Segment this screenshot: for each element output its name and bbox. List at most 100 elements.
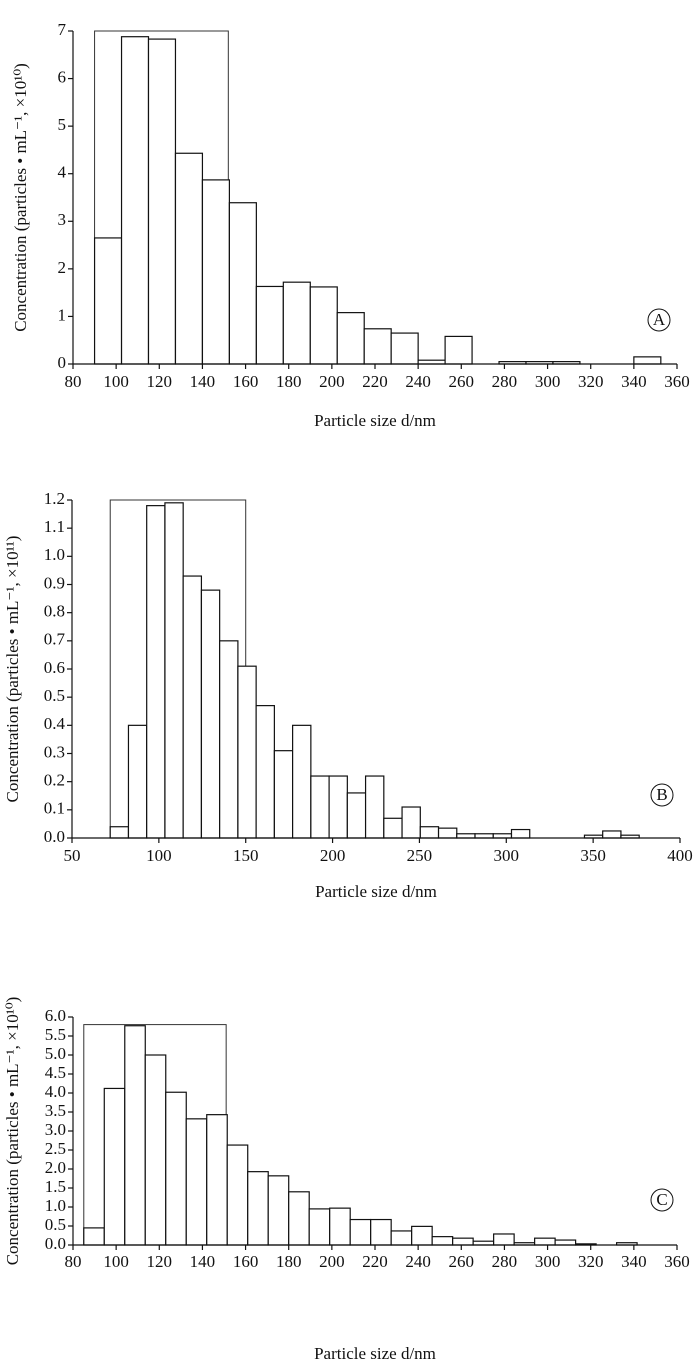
x-tick-label: 180 <box>276 1252 302 1271</box>
bar <box>206 1114 228 1246</box>
x-tick-label: 180 <box>276 372 302 391</box>
bar <box>109 826 130 839</box>
y-axis-label: Concentration (particles • mL⁻¹, ×10¹¹) <box>3 536 22 803</box>
bar <box>164 502 184 839</box>
bar <box>182 575 203 839</box>
y-tick-label: 0.0 <box>44 827 65 846</box>
chart-panel: 80 100 120 140 160 180 200 220 240 260 280 300 320 34… <box>11 20 690 430</box>
y-tick-label: 0.7 <box>44 630 66 649</box>
y-tick-label: 0.8 <box>44 602 65 621</box>
bar <box>328 775 348 839</box>
bar <box>185 1118 208 1246</box>
x-tick-label: 140 <box>190 1252 216 1271</box>
x-axis-label: Particle size d/nm <box>315 882 437 901</box>
y-tick-label: 1.0 <box>45 1196 66 1215</box>
x-tick-label: 220 <box>362 1252 388 1271</box>
panel-label: A <box>653 310 666 329</box>
y-tick-label: 1.0 <box>44 545 65 564</box>
bar <box>493 1233 515 1246</box>
y-tick-label: 0.2 <box>44 771 65 790</box>
y-tick-label: 3 <box>58 210 67 229</box>
panel-badge <box>650 783 674 807</box>
x-tick-label: 360 <box>664 372 690 391</box>
x-tick-label: 240 <box>405 372 431 391</box>
bar <box>282 281 311 365</box>
x-tick-label: 200 <box>319 1252 345 1271</box>
bar <box>390 332 419 365</box>
x-tick-label: 240 <box>405 1252 431 1271</box>
x-tick-label: 250 <box>407 846 433 865</box>
bar <box>127 724 148 839</box>
x-tick-label: 260 <box>449 1252 475 1271</box>
bar <box>267 1175 290 1246</box>
bar <box>411 1225 433 1246</box>
bar <box>310 775 330 839</box>
bar <box>370 1218 392 1246</box>
x-tick-label: 340 <box>621 1252 647 1271</box>
bar <box>103 1087 126 1246</box>
x-tick-label: 100 <box>103 372 129 391</box>
bar <box>201 179 230 365</box>
bar <box>255 705 275 839</box>
y-tick-label: 2.5 <box>45 1139 66 1158</box>
bar <box>174 152 204 365</box>
y-tick-label: 0.0 <box>45 1234 66 1253</box>
y-axis-label: Concentration (particles • mL⁻¹, ×10¹⁰) <box>3 997 22 1266</box>
y-tick-label: 6 <box>58 67 67 86</box>
bar <box>273 750 294 839</box>
x-tick-label: 280 <box>492 1252 518 1271</box>
x-tick-label: 160 <box>233 1252 259 1271</box>
x-tick-label: 150 <box>233 846 259 865</box>
bar <box>146 505 166 839</box>
panel-label: C <box>656 1190 667 1209</box>
bar <box>602 830 622 839</box>
bar <box>120 36 150 365</box>
bar <box>346 792 367 839</box>
y-tick-label: 0.4 <box>44 714 66 733</box>
y-tick-label: 1.1 <box>44 517 65 536</box>
y-tick-label: 0.9 <box>44 573 65 592</box>
x-tick-label: 140 <box>190 372 216 391</box>
bar <box>633 356 662 365</box>
x-tick-label: 160 <box>233 372 259 391</box>
bar <box>247 1171 269 1246</box>
bar <box>492 833 513 839</box>
bar <box>390 1230 413 1246</box>
y-tick-label: 1.2 <box>44 489 65 508</box>
chart-panel: 50 100 150 200 250 300 350 400 0.0 0.1 0.2 0.3 0.4 0.… <box>3 489 693 901</box>
x-tick-label: 100 <box>146 846 172 865</box>
x-tick-label: 120 <box>147 372 173 391</box>
y-axis-label: Concentration (particles • mL⁻¹, ×10¹⁰) <box>11 63 30 332</box>
y-tick-label: 7 <box>58 20 67 39</box>
bar <box>437 827 458 839</box>
bar <box>292 724 312 839</box>
bar <box>534 1237 556 1246</box>
x-tick-label: 200 <box>320 846 346 865</box>
bar <box>83 1227 105 1246</box>
y-tick-label: 3.0 <box>45 1120 66 1139</box>
y-tick-label: 0.5 <box>45 1215 66 1234</box>
y-tick-label: 0.1 <box>44 799 65 818</box>
bar <box>329 1207 351 1246</box>
bar <box>200 589 221 839</box>
bar <box>510 828 531 839</box>
x-tick-label: 360 <box>664 1252 690 1271</box>
bar <box>364 775 385 839</box>
bar <box>452 1237 474 1246</box>
y-tick-label: 1.5 <box>45 1177 66 1196</box>
y-tick-label: 0 <box>58 353 67 372</box>
x-axis-label: Particle size d/nm <box>314 411 436 430</box>
bar <box>419 826 440 839</box>
y-tick-label: 4.0 <box>45 1082 66 1101</box>
y-tick-label: 0.5 <box>44 686 65 705</box>
bar <box>474 833 494 839</box>
bar <box>309 286 338 365</box>
bar <box>444 335 473 365</box>
y-tick-label: 6.0 <box>45 1006 66 1025</box>
x-tick-label: 260 <box>449 372 475 391</box>
y-tick-label: 0.6 <box>44 658 65 677</box>
x-tick-label: 280 <box>492 372 518 391</box>
x-tick-label: 200 <box>319 372 345 391</box>
